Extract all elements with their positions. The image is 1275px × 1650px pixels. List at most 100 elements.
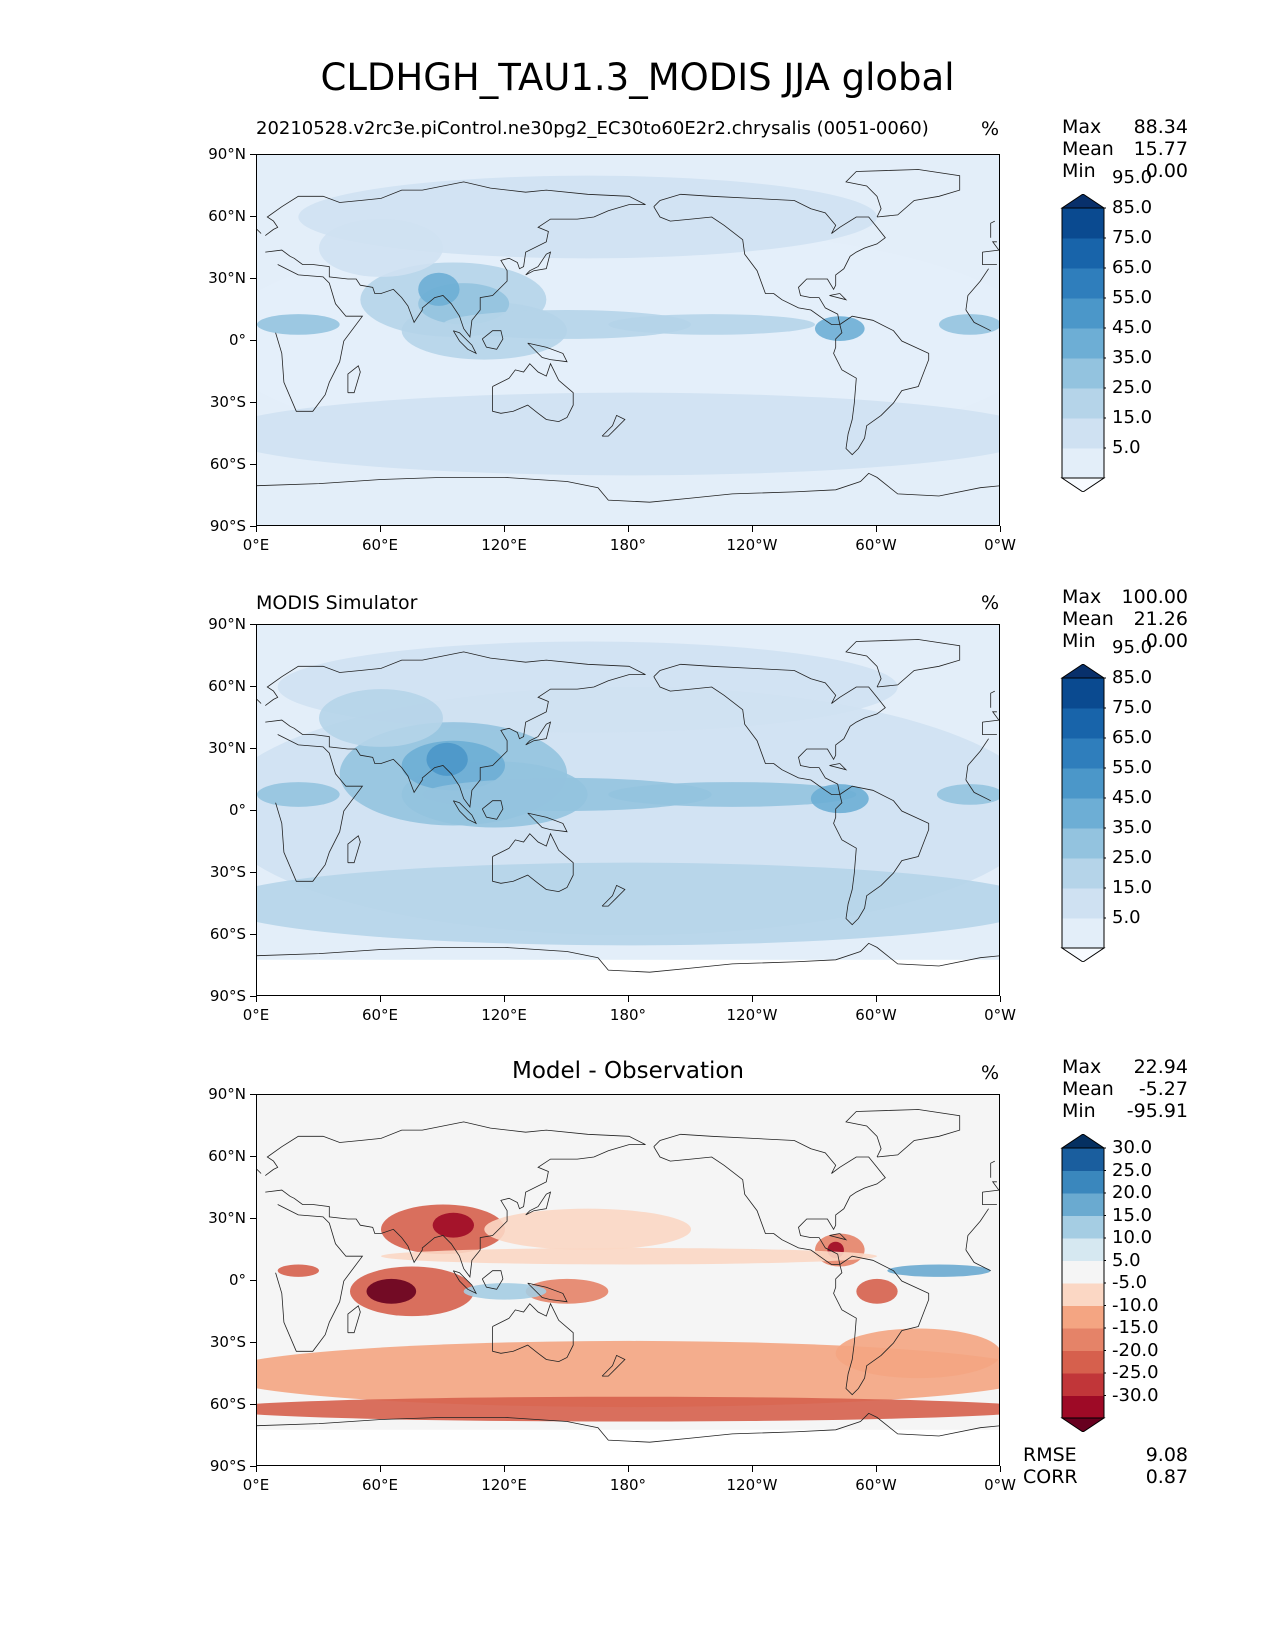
stats-min-value: 0.00 — [1145, 630, 1188, 652]
coastline — [492, 362, 574, 423]
field-contour — [426, 742, 468, 776]
missing-data-mask — [257, 1429, 999, 1465]
coastline — [833, 1255, 930, 1396]
lon-tick-label: 120°W — [726, 1476, 778, 1494]
colorbar-tick-label: 25.0 — [1112, 377, 1153, 398]
colorbar — [1060, 664, 1106, 962]
colorbar-tick-label: 15.0 — [1112, 877, 1153, 898]
lon-tick-mark — [876, 1466, 877, 1472]
lon-tick-mark — [752, 996, 753, 1002]
lat-tick-mark — [250, 278, 256, 279]
field-contour — [525, 1278, 609, 1304]
colorbar-extend-min — [1060, 1417, 1106, 1432]
coastline — [833, 315, 930, 456]
lon-tick-label: 0°W — [984, 1476, 1016, 1494]
lat-tick-label: 0° — [228, 331, 246, 349]
map-plot — [256, 1094, 1000, 1466]
lat-tick-label: 0° — [228, 801, 246, 819]
stats-min-value: -95.91 — [1126, 1100, 1188, 1122]
coastline — [265, 181, 999, 338]
coastline — [653, 663, 886, 795]
rmse-label: RMSE — [1023, 1444, 1077, 1466]
lat-tick-mark — [250, 216, 256, 217]
field-contour — [366, 1278, 417, 1304]
lon-tick-label: 0°E — [242, 1476, 270, 1494]
colorbar-bin — [1062, 1328, 1104, 1351]
lat-tick-mark — [250, 1094, 256, 1095]
lon-tick-label: 60°E — [361, 1006, 399, 1024]
field-contour — [608, 314, 815, 335]
stats-min-label: Min — [1062, 160, 1096, 182]
rmse-value: 9.08 — [1145, 1444, 1188, 1466]
colorbar-tick-label: 55.0 — [1112, 287, 1153, 308]
lon-tick-label: 60°W — [855, 1006, 897, 1024]
lat-tick-label: 90°S — [209, 517, 246, 535]
colorbar-bin — [1062, 358, 1104, 389]
lon-tick-mark — [504, 1466, 505, 1472]
panel-title: Model - Observation — [511, 1058, 745, 1084]
lon-tick-mark — [380, 1466, 381, 1472]
coastline — [347, 835, 361, 864]
colorbar-tick-label: 65.0 — [1112, 257, 1153, 278]
colorbar-bin — [1062, 448, 1104, 479]
corr-value: 0.87 — [1145, 1466, 1188, 1488]
corr-label: CORR — [1023, 1466, 1078, 1488]
coastline — [257, 1160, 995, 1178]
coastline — [527, 1282, 568, 1303]
colorbar-bin — [1062, 1260, 1104, 1284]
coastline — [525, 1191, 552, 1216]
coastline — [257, 690, 995, 708]
coastline — [829, 293, 848, 301]
units-label: % — [981, 118, 1000, 140]
colorbar-tick-label: -5.0 — [1112, 1272, 1148, 1293]
lat-tick-mark — [250, 996, 256, 997]
colorbar — [1060, 1134, 1106, 1432]
field-contour — [257, 392, 999, 476]
field-contour — [463, 1283, 547, 1300]
colorbar-tick-label: 25.0 — [1112, 847, 1153, 868]
coastline — [833, 785, 930, 926]
colorbar-outline — [1061, 207, 1105, 479]
lat-tick-label: 30°N — [208, 1209, 246, 1227]
colorbar-bin — [1062, 1350, 1104, 1374]
lat-tick-mark — [250, 1404, 256, 1405]
colorbar-tick-label: 25.0 — [1112, 1159, 1153, 1181]
lon-tick-label: 180° — [609, 1476, 647, 1494]
lon-tick-label: 0°E — [242, 1006, 270, 1024]
coastline — [257, 1412, 999, 1443]
colorbar-bin — [1062, 1238, 1104, 1261]
field-contour — [298, 175, 877, 259]
colorbar-bin — [1062, 918, 1104, 949]
stats-mean-label: Mean — [1062, 1078, 1114, 1100]
colorbar-extend-max — [1060, 1134, 1106, 1149]
coastline — [829, 763, 848, 771]
field-contour — [257, 862, 999, 946]
lon-tick-mark — [1000, 1466, 1001, 1472]
coastline — [527, 342, 568, 363]
field-contour — [319, 689, 443, 747]
colorbar-tick-label: 35.0 — [1112, 817, 1153, 838]
lat-tick-mark — [250, 464, 256, 465]
coastline — [452, 1270, 477, 1295]
field-contour — [422, 777, 712, 811]
coastline — [275, 264, 991, 412]
field-contour — [418, 272, 460, 306]
coastline — [452, 330, 477, 355]
units-label: % — [981, 1062, 1000, 1084]
coastline — [275, 734, 991, 882]
colorbar-bin — [1062, 208, 1104, 239]
coastline — [265, 651, 999, 808]
colorbar-tick-label: 45.0 — [1112, 787, 1153, 808]
colorbar-bin — [1062, 678, 1104, 709]
coastline — [525, 721, 552, 746]
stats-min-value: 0.00 — [1145, 160, 1188, 182]
lat-tick-mark — [250, 1280, 256, 1281]
field-contour — [257, 782, 340, 807]
coastline — [347, 365, 361, 394]
lon-tick-label: 120°E — [481, 1006, 527, 1024]
lat-tick-label: 30°S — [209, 393, 246, 411]
coastline — [492, 832, 574, 893]
lat-tick-label: 30°S — [209, 1333, 246, 1351]
map-plot — [256, 154, 1000, 526]
stats-max-label: Max — [1062, 1056, 1102, 1078]
